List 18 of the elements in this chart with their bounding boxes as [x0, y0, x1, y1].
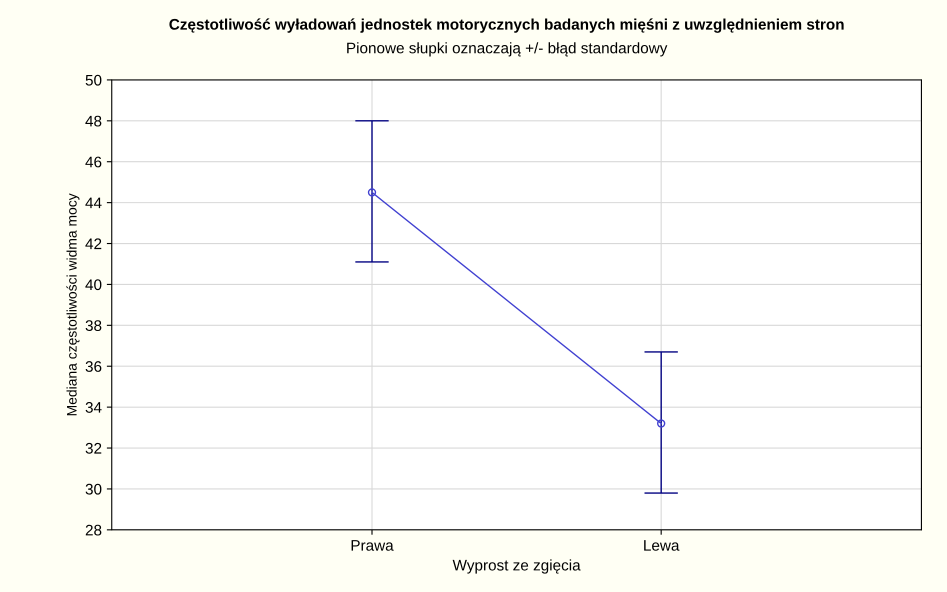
y-tick-label: 32: [86, 442, 102, 454]
y-tick-label: 50: [86, 74, 102, 86]
x-tick-label: Lewa: [644, 540, 680, 551]
chart-subtitle: Pionowe słupki oznaczają +/- błąd standardowy: [347, 42, 668, 56]
y-tick-label: 44: [85, 198, 102, 208]
x-tick-label: Prawa: [352, 540, 394, 551]
x-axis-title: Wyprost ze zgięcia: [452, 559, 581, 574]
y-tick-label: 40: [85, 279, 102, 290]
y-tick-label: 46: [85, 156, 102, 168]
y-tick-label: 28: [86, 524, 102, 536]
y-tick-label: 48: [85, 116, 102, 127]
y-tick-label: 38: [86, 320, 102, 332]
y-tick-label: 42: [85, 238, 102, 250]
chart-title: Częstotliwość wyładowań jednostek motorycznych badanych mięśni z uwzględnieniem stron: [169, 18, 844, 33]
y-tick-label: 34: [86, 402, 102, 413]
y-tick-label: 36: [86, 361, 102, 372]
y-tick-label: 30: [86, 484, 102, 495]
y-axis-title: Mediana częstotliwości widma mocy: [66, 193, 80, 416]
